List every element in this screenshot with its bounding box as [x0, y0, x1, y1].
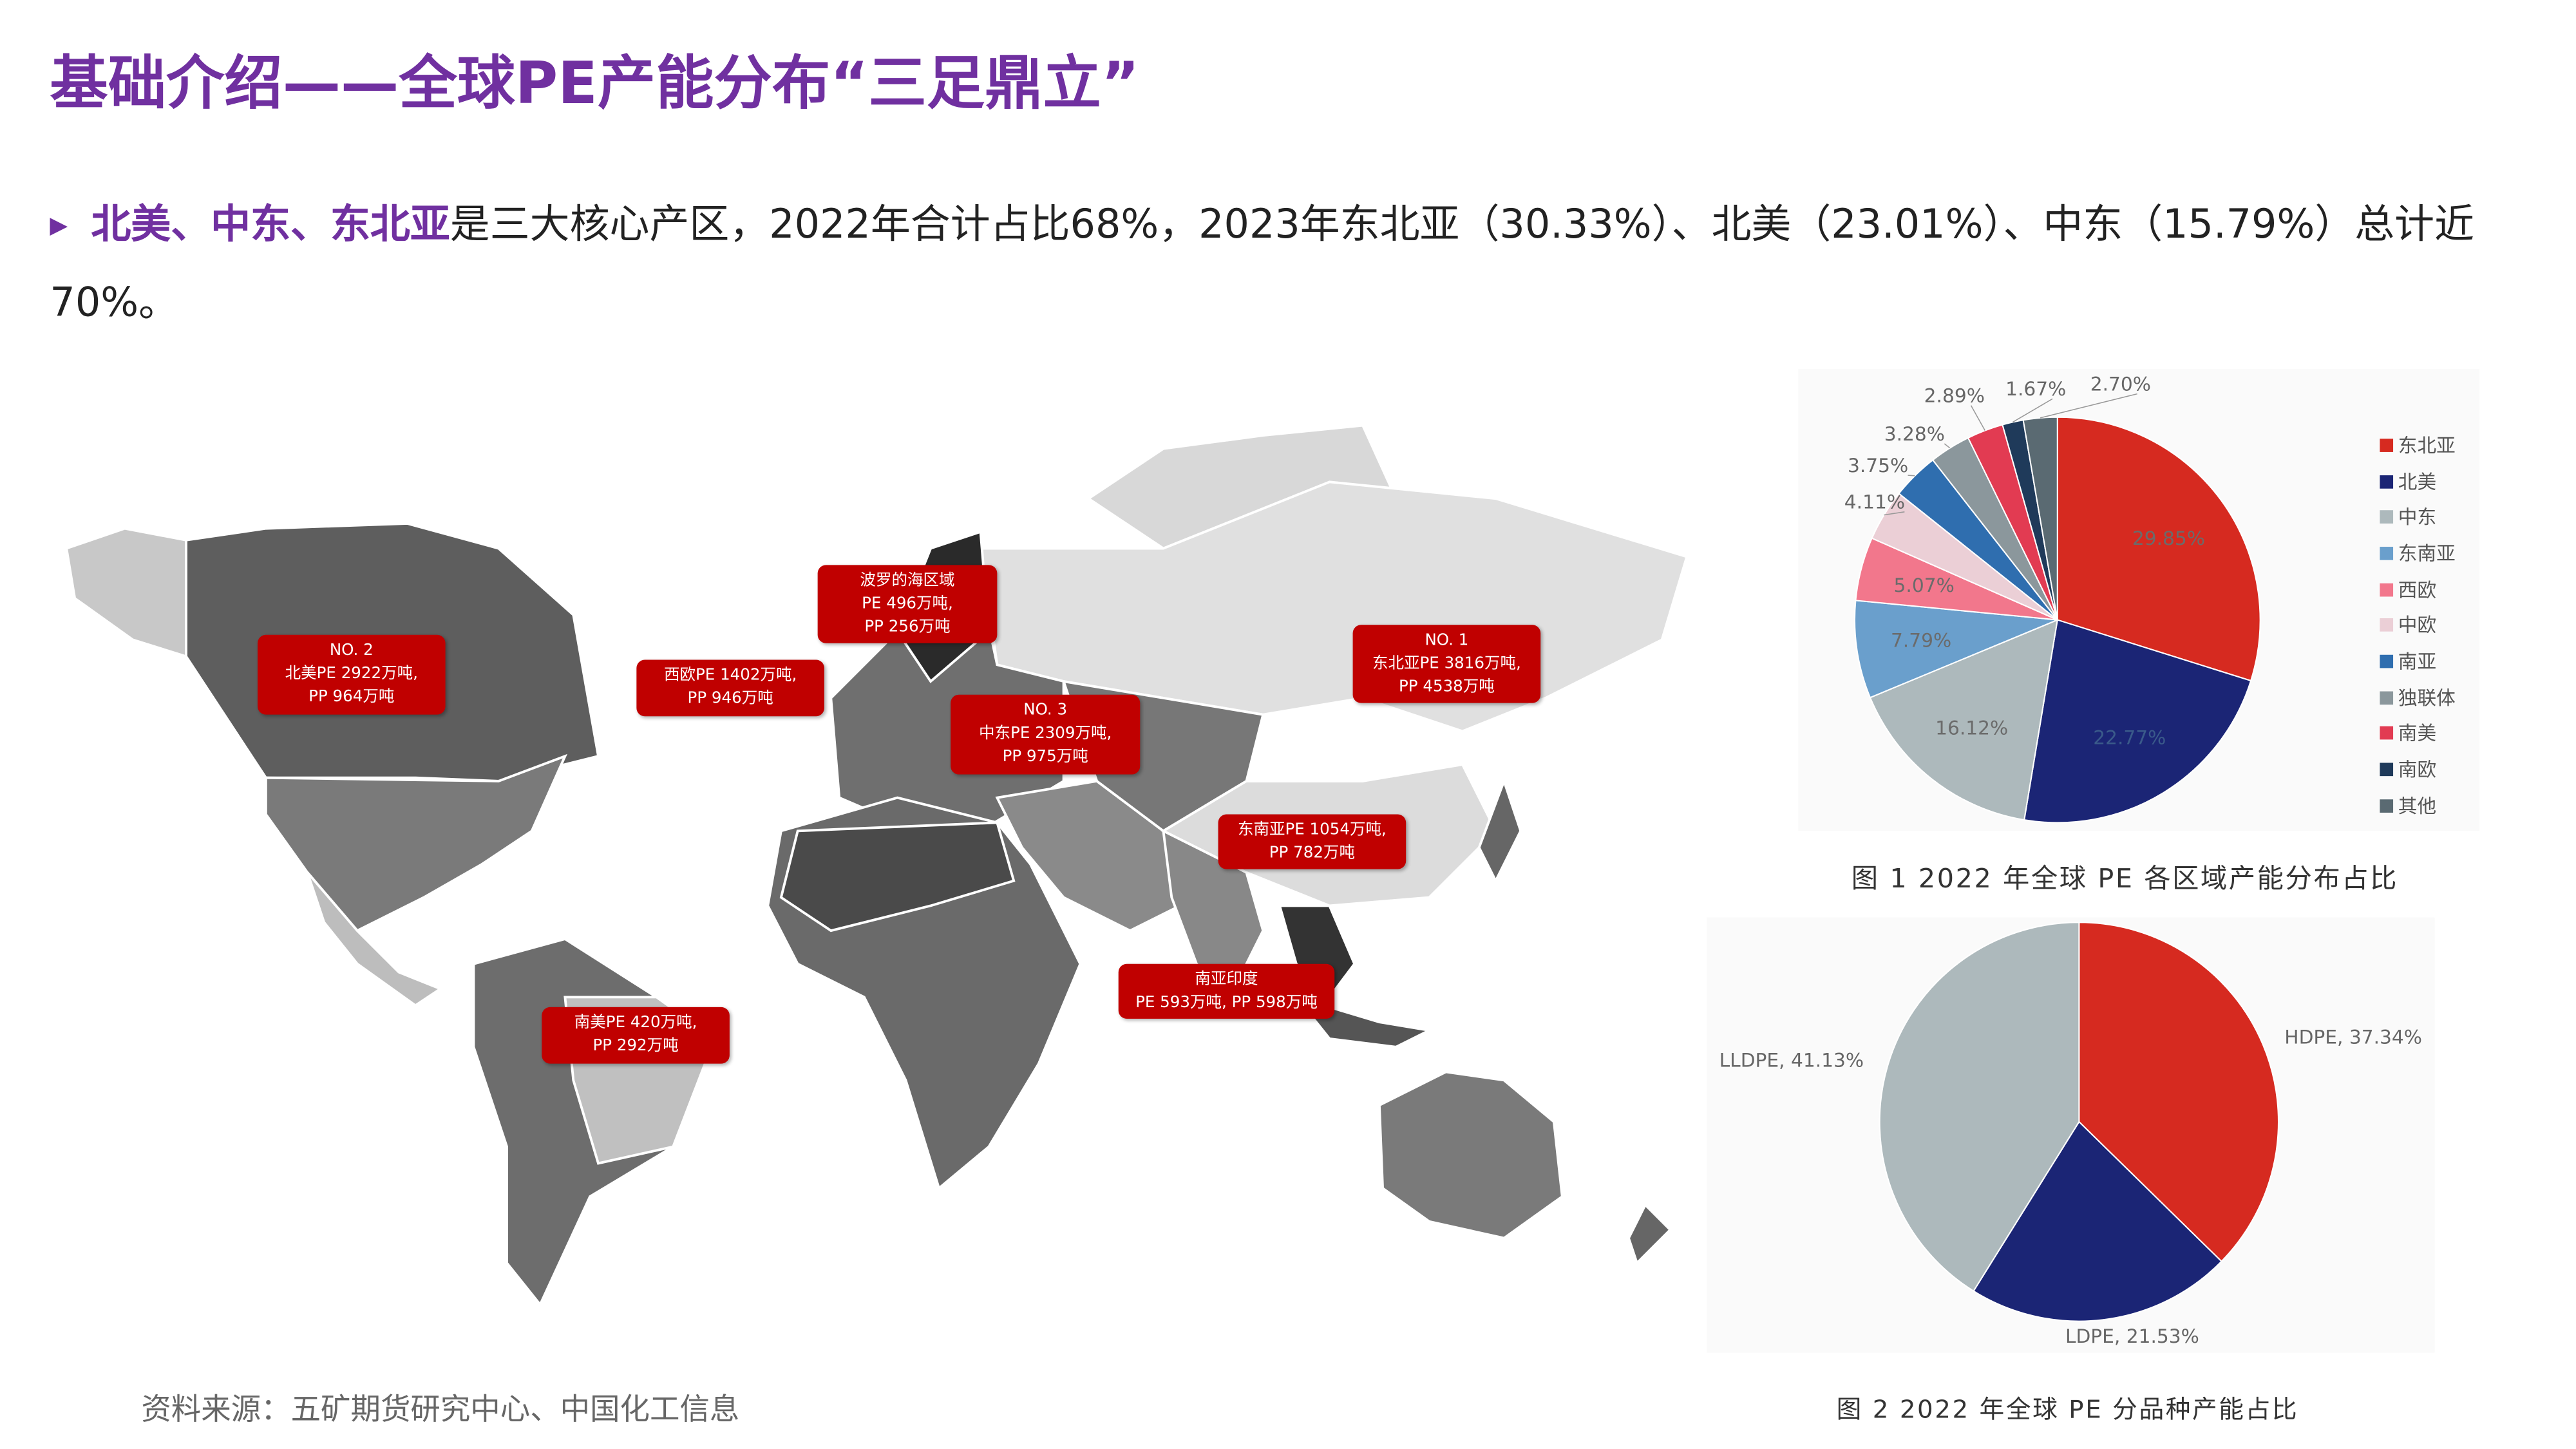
map-label-western-europe: 西欧PE 1402万吨, PP 946万吨 — [636, 659, 824, 717]
pie-slice-2 — [1879, 922, 2080, 1293]
map-region-new-zealand — [1627, 1202, 1672, 1265]
legend-item: 北美 — [2380, 463, 2455, 499]
pie-label-9: 1.67% — [2005, 377, 2066, 400]
legend-item: 东北亚 — [2380, 427, 2456, 463]
pie-slice-0 — [2078, 922, 2279, 1263]
pie-label-7: 3.28% — [1884, 422, 1945, 445]
map-label-south-america: 南美PE 420万吨, PP 292万吨 — [542, 1007, 730, 1064]
pie-slice-2 — [1869, 618, 2059, 821]
legend-swatch — [2380, 690, 2394, 705]
leader-line-7 — [1944, 443, 1951, 449]
pie-label-1: 22.77% — [2093, 726, 2166, 748]
map-region-usa — [264, 753, 568, 933]
pie2-label-2: LLDPE, 41.13% — [1719, 1049, 1864, 1072]
source-note: 资料来源：五矿期货研究中心、中国化工信息 — [141, 1392, 740, 1428]
map-region-australia — [1378, 1070, 1564, 1240]
pie-label-6: 3.75% — [1848, 454, 1908, 477]
pie2-label-0: HDPE, 37.34% — [2284, 1026, 2422, 1048]
legend-label: 独联体 — [2398, 685, 2456, 710]
bullet-triangle-icon: ▶ — [50, 213, 68, 240]
legend-swatch — [2380, 582, 2394, 596]
legend-swatch — [2380, 799, 2394, 813]
pie-label-0: 29.85% — [2132, 527, 2205, 549]
legend-item: 南亚 — [2380, 643, 2455, 679]
map-label-middle-east: NO. 3 中东PE 2309万吨, PP 975万吨 — [951, 694, 1141, 775]
legend-item: 独联体 — [2380, 679, 2456, 715]
pie2-label-1: LDPE, 21.53% — [2065, 1325, 2199, 1347]
map-region-africa-north — [779, 821, 1016, 933]
leader-line-6 — [1908, 475, 1915, 477]
pie-label-10: 2.70% — [2090, 372, 2151, 395]
legend-item: 南美 — [2380, 715, 2455, 752]
legend-label: 中欧 — [2398, 613, 2437, 638]
map-region-japan — [1477, 777, 1522, 884]
legend-swatch — [2380, 762, 2394, 777]
legend-item: 其他 — [2380, 788, 2455, 824]
legend-item: 中东 — [2380, 499, 2455, 535]
leader-line-8 — [1970, 405, 1985, 431]
legend-label: 北美 — [2398, 469, 2437, 493]
map-label-northeast-asia: NO. 1 东北亚PE 3816万吨, PP 4538万吨 — [1352, 625, 1541, 703]
legend-label: 西欧 — [2398, 578, 2437, 601]
map-label-baltic: 波罗的海区域 PE 496万吨, PP 256万吨 — [817, 565, 998, 643]
pie-slice-1 — [2023, 619, 2252, 824]
legend-item: 西欧 — [2380, 571, 2455, 607]
pie-chart-1-legend: 东北亚北美中东东南亚西欧中欧南亚独联体南美南欧其他 — [2380, 427, 2456, 824]
pie-slice-0 — [2056, 416, 2261, 682]
legend-swatch — [2380, 618, 2394, 632]
page-title: 基础介绍——全球PE产能分布“三足鼎立” — [50, 51, 1140, 118]
legend-label: 南美 — [2398, 721, 2437, 745]
leader-line-10 — [2040, 393, 2137, 419]
map-label-north-america: NO. 2 北美PE 2922万吨, PP 964万吨 — [257, 634, 446, 715]
pie-label-4: 5.07% — [1894, 574, 1955, 596]
legend-label: 中东 — [2398, 506, 2437, 529]
legend-item: 南欧 — [2380, 752, 2455, 788]
legend-label: 南亚 — [2398, 649, 2437, 674]
pie-slice-3 — [1853, 600, 2058, 699]
legend-label: 南欧 — [2398, 757, 2437, 781]
bullet-highlight: 北美、中东、东北亚 — [91, 201, 450, 248]
bullet-point: ▶ 北美、中东、东北亚是三大核心产区，2022年合计占比68%，2023年东北亚（… — [50, 186, 2543, 341]
legend-label: 东南亚 — [2398, 542, 2456, 565]
pie-label-5: 4.11% — [1844, 491, 1905, 513]
legend-swatch — [2380, 726, 2394, 741]
legend-swatch — [2380, 438, 2394, 452]
legend-swatch — [2380, 654, 2394, 668]
legend-swatch — [2380, 546, 2394, 560]
legend-item: 东南亚 — [2380, 535, 2456, 571]
legend-label: 其他 — [2398, 793, 2437, 817]
legend-label: 东北亚 — [2398, 433, 2456, 457]
bullet-text: 是三大核心产区，2022年合计占比68%，2023年东北亚（30.33%）、北美… — [50, 201, 2475, 326]
map-region-southeast-asia — [1278, 904, 1356, 999]
legend-swatch — [2380, 474, 2394, 488]
leader-line-9 — [2012, 398, 2053, 423]
legend-item: 中欧 — [2380, 607, 2455, 643]
pie-label-2: 16.12% — [1935, 717, 2008, 739]
map-label-south-asia: 南亚印度 PE 593万吨, PP 598万吨 — [1118, 963, 1335, 1019]
pie-slice-1 — [1973, 1121, 2222, 1322]
figure-1-caption: 图 1 2022 年全球 PE 各区域产能分布占比 — [1851, 862, 2399, 895]
figure-2-caption: 图 2 2022 年全球 PE 分品种产能占比 — [1836, 1394, 2299, 1425]
pie-slice-10 — [2022, 416, 2058, 620]
pie-label-8: 2.89% — [1924, 384, 1985, 407]
pie-label-3: 7.79% — [1891, 629, 1951, 652]
legend-swatch — [2380, 510, 2394, 524]
map-region-mexico — [306, 871, 443, 1007]
leader-line-5 — [1884, 511, 1905, 516]
map-label-southeast-asia: 东南亚PE 1054万吨, PP 782万吨 — [1218, 814, 1406, 869]
